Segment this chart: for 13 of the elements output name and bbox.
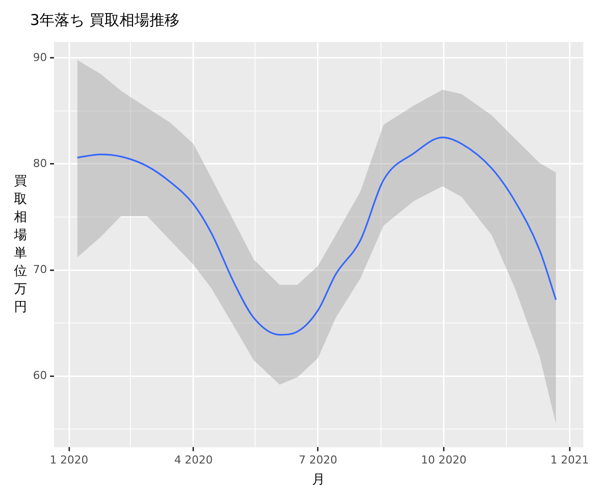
- x-tick-label: 4 2020: [174, 454, 213, 467]
- y-axis-title: 買取相場単位万円: [14, 173, 28, 317]
- y-tick-label: 60: [32, 368, 47, 382]
- line-series: [76, 136, 557, 336]
- x-tick-label: 1 2020: [50, 454, 88, 467]
- y-tick-label: 70: [32, 262, 47, 276]
- x-tick-label: 10 2020: [421, 454, 467, 467]
- y-tick-label: 80: [32, 156, 47, 170]
- x-tick-label: 7 2020: [298, 454, 338, 467]
- chart-title: 3年落ち 買取相場推移: [30, 10, 180, 29]
- y-tick-label: 90: [32, 50, 47, 64]
- x-axis-title: 月: [312, 472, 326, 488]
- x-tick-label: 1 2021: [550, 454, 589, 467]
